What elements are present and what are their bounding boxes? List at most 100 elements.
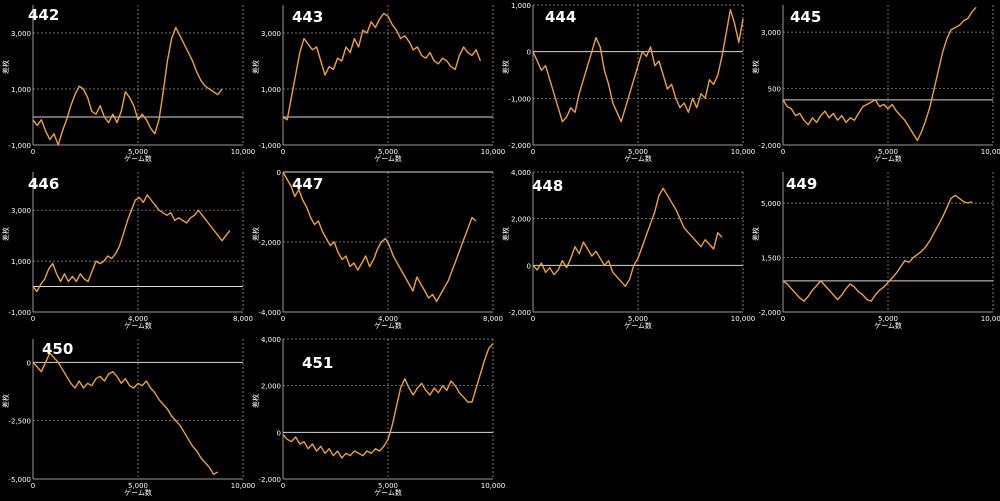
chart-svg: 0 4,000 8,000 -4,000 -2,000 0 ゲーム数 差枚 xyxy=(251,169,503,330)
x-axis-label: ゲーム数 xyxy=(124,488,152,497)
x-tick-label: 10,000 xyxy=(481,482,506,490)
x-tick-label: 0 xyxy=(281,482,285,490)
y-tick-label: 3,000 xyxy=(11,30,31,38)
y-tick-label: -2,000 xyxy=(508,309,531,317)
y-axis-label: 差枚 xyxy=(1,394,10,408)
y-tick-label: -2,000 xyxy=(258,239,281,247)
panel-number: 450 xyxy=(42,340,74,358)
y-tick-label: 0 xyxy=(527,49,531,57)
series-line xyxy=(32,194,231,293)
panel-number: 449 xyxy=(786,175,818,193)
y-tick-label: -1,000 xyxy=(8,309,31,317)
y-tick-label: 1,000 xyxy=(261,86,281,94)
chart-panel-447: 0 4,000 8,000 -4,000 -2,000 0 ゲーム数 差枚 447 xyxy=(250,167,503,334)
y-tick-label: -2,000 xyxy=(258,476,281,484)
y-tick-label: -1,000 xyxy=(508,95,531,103)
chart-svg: 0 5,000 10,000 -5,000 -2,500 0 ゲーム数 差枚 xyxy=(1,339,255,497)
x-tick-label: 0 xyxy=(531,148,535,156)
y-axis-label: 差枚 xyxy=(251,227,260,241)
panel-number: 442 xyxy=(28,6,60,24)
y-tick-label: -5,000 xyxy=(8,476,31,484)
y-tick-label: -1,000 xyxy=(258,142,281,150)
x-tick-label: 0 xyxy=(531,315,535,323)
x-tick-label: 5,000 xyxy=(128,148,148,156)
chart-panel-450: 0 5,000 10,000 -5,000 -2,500 0 ゲーム数 差枚 450 xyxy=(0,334,255,501)
y-tick-label: 4,000 xyxy=(511,169,531,177)
x-tick-label: 5,000 xyxy=(878,315,898,323)
x-axis-label: ゲーム数 xyxy=(624,154,652,163)
chart-panel-444: 0 5,000 10,000 -2,000 -1,000 0 1,000 ゲーム数 差枚 444 xyxy=(500,0,755,167)
x-axis-label: ゲーム数 xyxy=(124,321,152,330)
y-tick-label: 3,000 xyxy=(261,30,281,38)
series-line xyxy=(782,194,973,302)
x-tick-label: 0 xyxy=(281,148,285,156)
x-tick-label: 4,000 xyxy=(128,315,148,323)
y-tick-label: -1,000 xyxy=(8,142,31,150)
y-axis-label: 差枚 xyxy=(751,227,760,241)
chart-panel-445: 0 5,000 10,000 -2,000 500 3,000 ゲーム数 差枚 445 xyxy=(750,0,1000,167)
y-axis-label: 差枚 xyxy=(501,227,510,241)
y-tick-label: -4,000 xyxy=(258,309,281,317)
x-axis-label: ゲーム数 xyxy=(374,488,402,497)
x-tick-label: 0 xyxy=(781,315,785,323)
y-axis-label: 差枚 xyxy=(501,60,510,74)
x-tick-label: 0 xyxy=(31,482,35,490)
y-tick-label: -2,500 xyxy=(8,418,31,426)
x-tick-label: 5,000 xyxy=(878,148,898,156)
x-axis-label: ゲーム数 xyxy=(874,321,902,330)
x-tick-label: 10,000 xyxy=(231,482,256,490)
x-axis-label: ゲーム数 xyxy=(874,154,902,163)
y-tick-label: 0 xyxy=(527,262,531,270)
x-tick-label: 4,000 xyxy=(378,315,398,323)
panel-number: 446 xyxy=(28,175,60,193)
y-axis-label: 差枚 xyxy=(751,60,760,74)
chart-svg: 0 4,000 8,000 -1,000 1,000 3,000 ゲーム数 差枚 xyxy=(1,172,253,330)
x-tick-label: 5,000 xyxy=(128,482,148,490)
chart-svg: 0 5,000 10,000 -2,000 500 3,000 ゲーム数 差枚 xyxy=(751,5,1000,163)
chart-svg: 0 5,000 10,000 -1,000 1,000 3,000 ゲーム数 差枚 xyxy=(1,5,255,163)
x-tick-label: 0 xyxy=(781,148,785,156)
y-tick-label: 3,000 xyxy=(761,29,781,37)
y-tick-label: 3,000 xyxy=(11,207,31,215)
y-tick-label: -2,000 xyxy=(758,309,781,317)
y-axis-label: 差枚 xyxy=(1,227,10,241)
y-tick-label: 2,000 xyxy=(261,383,281,391)
chart-panel-442: 0 5,000 10,000 -1,000 1,000 3,000 ゲーム数 差枚 442 xyxy=(0,0,255,167)
chart-panel-443: 0 5,000 10,000 -1,000 1,000 3,000 ゲーム数 差枚 443 xyxy=(250,0,505,167)
y-tick-label: 0 xyxy=(277,429,281,437)
y-tick-label: 500 xyxy=(768,86,781,94)
panel-number: 445 xyxy=(790,8,822,26)
x-tick-label: 10,000 xyxy=(981,148,1000,156)
y-axis-label: 差枚 xyxy=(251,60,260,74)
x-tick-label: 5,000 xyxy=(378,482,398,490)
x-tick-label: 10,000 xyxy=(231,148,256,156)
x-tick-label: 8,000 xyxy=(233,315,253,323)
chart-svg: 0 5,000 10,000 -1,000 1,000 3,000 ゲーム数 差枚 xyxy=(251,5,505,163)
y-axis-label: 差枚 xyxy=(251,394,260,408)
y-tick-label: -2,000 xyxy=(758,142,781,150)
chart-panel-451: 0 5,000 10,000 -2,000 0 2,000 4,000 ゲーム数 差枚 451 xyxy=(250,334,505,501)
y-tick-label: 5,000 xyxy=(761,200,781,208)
y-tick-label: 4,000 xyxy=(261,336,281,344)
x-tick-label: 0 xyxy=(31,148,35,156)
panel-number: 443 xyxy=(292,8,324,26)
series-line xyxy=(32,26,223,146)
series-line xyxy=(282,171,477,303)
x-tick-label: 10,000 xyxy=(731,148,756,156)
chart-panel-446: 0 4,000 8,000 -1,000 1,000 3,000 ゲーム数 差枚 446 xyxy=(0,167,253,334)
x-axis-label: ゲーム数 xyxy=(374,154,402,163)
series-line xyxy=(532,187,723,288)
x-tick-label: 5,000 xyxy=(628,148,648,156)
y-tick-label: 1,000 xyxy=(11,86,31,94)
x-axis-label: ゲーム数 xyxy=(374,321,402,330)
x-tick-label: 5,000 xyxy=(628,315,648,323)
x-axis-label: ゲーム数 xyxy=(124,154,152,163)
x-tick-label: 0 xyxy=(31,315,35,323)
series-line xyxy=(532,8,744,123)
panel-number: 448 xyxy=(532,177,564,195)
